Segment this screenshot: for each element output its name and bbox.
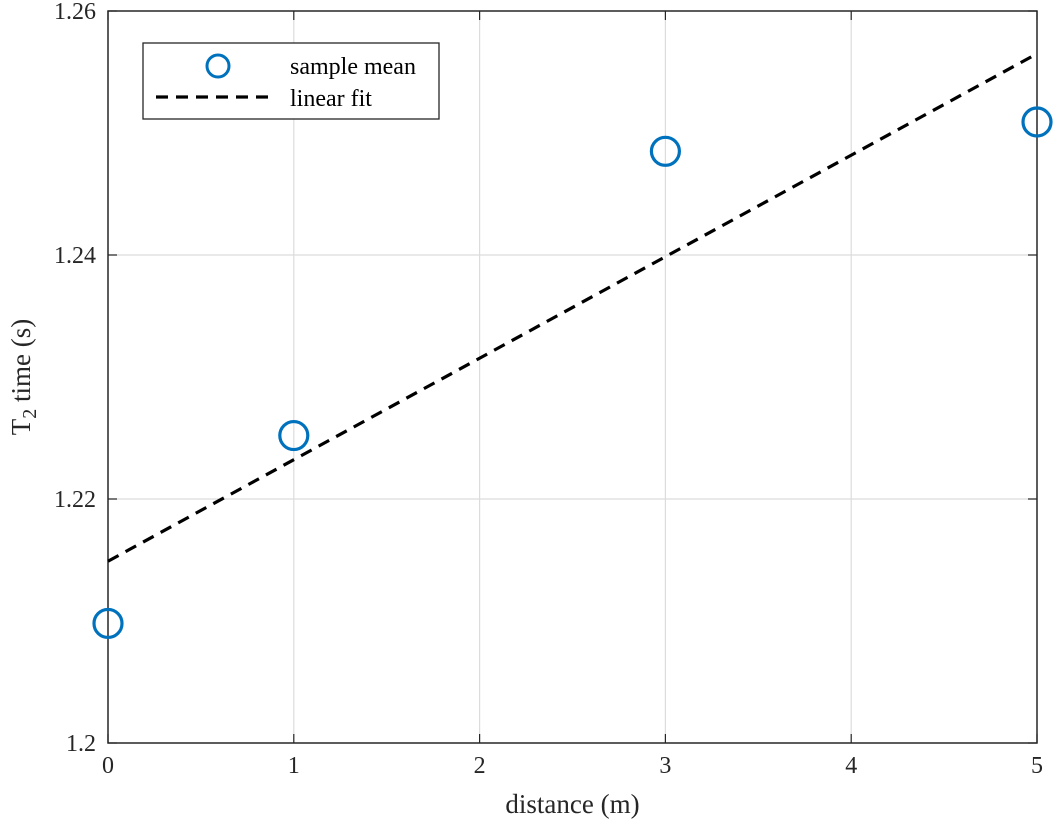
y-axis-label-rest: time (s) xyxy=(6,319,36,409)
x-tick-label: 4 xyxy=(845,753,857,779)
sample-mean-point xyxy=(649,135,682,167)
x-axis-label: distance (m) xyxy=(505,789,639,819)
y-tick-label: 1.24 xyxy=(54,243,96,269)
axis-ticks xyxy=(107,10,1038,744)
x-tick-label: 1 xyxy=(288,753,300,779)
x-tick-label: 0 xyxy=(102,753,114,779)
y-tick-label: 1.22 xyxy=(54,487,96,513)
y-axis-label-subscript: 2 xyxy=(19,409,41,419)
series xyxy=(92,52,1053,640)
sample-mean-point xyxy=(1021,106,1053,138)
legend-label-linear-fit: linear fit xyxy=(290,86,372,112)
linear-fit-line xyxy=(107,52,1038,563)
sample-mean-point xyxy=(92,607,124,640)
legend-marker-sample-mean xyxy=(205,53,231,79)
x-tick-label: 3 xyxy=(659,753,671,779)
y-tick-label: 1.26 xyxy=(54,0,96,25)
grid xyxy=(108,11,1037,743)
legend: sample mean linear fit xyxy=(142,42,440,120)
legend-box xyxy=(142,42,440,120)
x-tick-label: 2 xyxy=(474,753,486,779)
legend-label-sample-mean: sample mean xyxy=(290,54,416,80)
y-tick-label: 1.2 xyxy=(66,731,96,757)
y-axis-label: T2 time (s) xyxy=(6,319,41,435)
y-tick-labels: 1.2 1.22 1.24 1.26 xyxy=(54,0,96,757)
x-tick-label: 5 xyxy=(1031,753,1043,779)
sample-mean-point xyxy=(278,419,310,452)
plot-frame xyxy=(107,10,1038,744)
y-axis-label-base: T xyxy=(6,418,36,435)
x-tick-labels: 0 1 2 3 4 5 xyxy=(102,753,1043,779)
